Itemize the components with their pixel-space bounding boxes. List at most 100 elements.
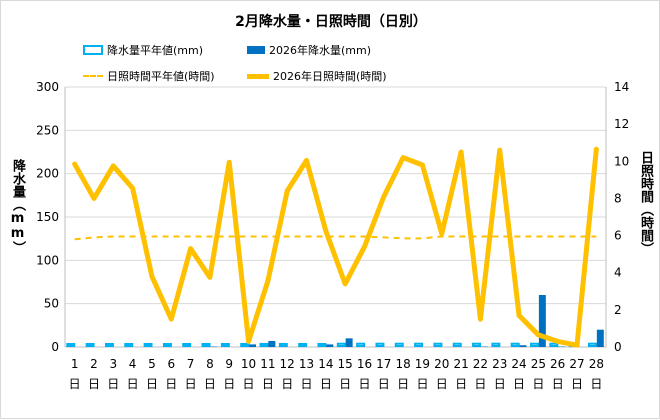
bar-precip-normal <box>87 344 94 346</box>
x-tick-label: 19 <box>415 357 430 371</box>
x-tick-suffix: 日 <box>436 377 448 391</box>
x-tick-label: 26 <box>550 357 565 371</box>
x-tick-suffix: 日 <box>204 377 216 391</box>
x-tick-suffix: 日 <box>107 377 119 391</box>
bar-precip-normal <box>145 344 152 346</box>
x-tick-suffix: 日 <box>88 377 100 391</box>
bar-precip-2026 <box>520 345 527 347</box>
bar-precip-normal <box>106 344 113 346</box>
y-tick-right: 14 <box>614 80 629 94</box>
bar-precip-normal <box>203 344 210 346</box>
x-tick-label: 1 <box>71 357 79 371</box>
x-tick-label: 21 <box>453 357 468 371</box>
bar-precip-normal <box>67 344 74 346</box>
y-tick-right: 12 <box>614 117 629 131</box>
x-tick-label: 25 <box>531 357 546 371</box>
bar-precip-normal <box>531 344 538 346</box>
x-tick-label: 10 <box>241 357 256 371</box>
bar-precip-normal <box>512 344 519 346</box>
x-tick-label: 9 <box>225 357 233 371</box>
x-tick-suffix: 日 <box>165 377 177 391</box>
y-tick-right: 6 <box>614 229 622 243</box>
y-tick-right: 0 <box>614 340 622 354</box>
bar-precip-normal <box>434 344 441 346</box>
bar-precip-2026 <box>249 344 256 347</box>
line-sun-2026 <box>75 149 597 345</box>
x-tick-suffix: 日 <box>281 377 293 391</box>
line-sun-normal <box>75 237 597 240</box>
bar-precip-normal <box>396 344 403 346</box>
x-tick-label: 16 <box>357 357 372 371</box>
bar-precip-normal <box>241 344 248 346</box>
x-tick-label: 12 <box>280 357 295 371</box>
x-tick-suffix: 日 <box>532 377 544 391</box>
y-tick-right: 8 <box>614 191 622 205</box>
x-tick-label: 5 <box>148 357 156 371</box>
bar-precip-normal <box>454 344 461 346</box>
x-tick-suffix: 日 <box>474 377 486 391</box>
x-tick-suffix: 日 <box>571 377 583 391</box>
bar-precip-2026 <box>597 330 604 347</box>
x-tick-suffix: 日 <box>455 377 467 391</box>
x-tick-suffix: 日 <box>185 377 197 391</box>
bar-precip-normal <box>299 344 306 346</box>
x-tick-suffix: 日 <box>552 377 564 391</box>
x-tick-label: 8 <box>206 357 214 371</box>
y-tick-right: 4 <box>614 266 622 280</box>
x-tick-label: 6 <box>167 357 175 371</box>
x-tick-suffix: 日 <box>146 377 158 391</box>
bar-precip-normal <box>550 344 557 346</box>
x-tick-suffix: 日 <box>494 377 506 391</box>
x-tick-suffix: 日 <box>262 377 274 391</box>
bar-precip-normal <box>318 344 325 346</box>
x-tick-suffix: 日 <box>590 377 602 391</box>
x-tick-suffix: 日 <box>223 377 235 391</box>
x-tick-suffix: 日 <box>320 377 332 391</box>
x-tick-label: 24 <box>511 357 526 371</box>
x-tick-suffix: 日 <box>127 377 139 391</box>
y-tick-left: 150 <box>36 210 59 224</box>
bar-precip-normal <box>125 344 132 346</box>
x-tick-label: 2 <box>90 357 98 371</box>
x-tick-label: 17 <box>376 357 391 371</box>
x-tick-suffix: 日 <box>416 377 428 391</box>
bar-precip-normal <box>376 344 383 346</box>
bar-precip-normal <box>183 344 190 346</box>
y-tick-left: 0 <box>51 340 59 354</box>
y-tick-left: 50 <box>44 297 59 311</box>
bar-precip-normal <box>415 344 422 346</box>
y-tick-right: 2 <box>614 303 622 317</box>
y-tick-left: 250 <box>36 123 59 137</box>
bar-precip-normal <box>280 344 287 346</box>
x-tick-label: 28 <box>589 357 604 371</box>
y-tick-right: 10 <box>614 154 629 168</box>
x-tick-suffix: 日 <box>378 377 390 391</box>
x-tick-label: 20 <box>434 357 449 371</box>
bar-precip-normal <box>164 344 171 346</box>
x-tick-label: 3 <box>109 357 117 371</box>
x-tick-suffix: 日 <box>339 377 351 391</box>
x-tick-suffix: 日 <box>243 377 255 391</box>
y-tick-left: 200 <box>36 167 59 181</box>
x-tick-label: 14 <box>318 357 333 371</box>
x-tick-label: 13 <box>299 357 314 371</box>
x-tick-label: 22 <box>473 357 488 371</box>
bar-precip-2026 <box>268 341 275 347</box>
x-tick-suffix: 日 <box>397 377 409 391</box>
x-tick-label: 15 <box>338 357 353 371</box>
x-tick-label: 11 <box>260 357 275 371</box>
bar-precip-normal <box>261 344 268 346</box>
bar-precip-2026 <box>326 344 333 347</box>
x-tick-label: 7 <box>187 357 195 371</box>
x-tick-label: 18 <box>395 357 410 371</box>
bar-precip-normal <box>492 344 499 346</box>
bar-precip-normal <box>357 344 364 346</box>
x-tick-suffix: 日 <box>301 377 313 391</box>
bar-precip-normal <box>473 344 480 346</box>
x-tick-label: 27 <box>569 357 584 371</box>
y-tick-left: 300 <box>36 80 59 94</box>
bar-precip-normal <box>589 344 596 346</box>
x-tick-suffix: 日 <box>358 377 370 391</box>
